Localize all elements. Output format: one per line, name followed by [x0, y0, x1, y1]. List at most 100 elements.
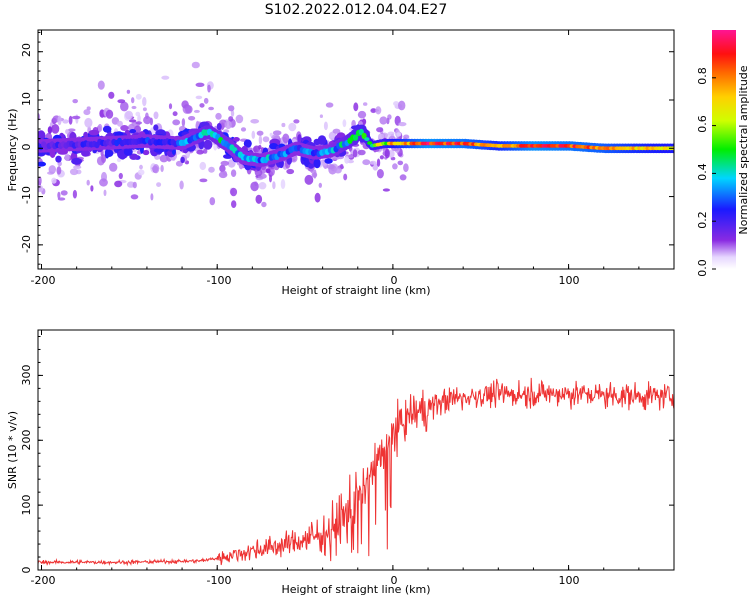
heatmap-noise-blob [137, 114, 141, 123]
heatmap-noise-blob [343, 173, 348, 181]
heatmap-blob [47, 126, 53, 134]
heatmap-noise-blob [379, 116, 388, 125]
heatmap-noise-blob [362, 159, 371, 166]
heatmap-noise-blob [188, 116, 196, 121]
heatmap-noise-blob [269, 174, 272, 183]
heatmap-blob [232, 137, 240, 142]
heatmap-noise-blob [235, 114, 244, 124]
heatmap-frame [37, 29, 675, 270]
snr-plot-area [38, 330, 674, 570]
heatmap-panel: -200 -100 0 100 -20 -10 0 10 20 Height o… [6, 29, 675, 297]
snr-xtick-label: 100 [559, 574, 580, 587]
heatmap-noise-blob [142, 107, 147, 112]
heatmap-noise-blob [83, 109, 91, 116]
heatmap-noise-blob [101, 154, 107, 164]
heatmap-noise-blob [255, 194, 263, 204]
heatmap-blob [123, 147, 133, 156]
heatmap-noise-blob [117, 99, 126, 104]
heatmap-noise-blob [272, 130, 282, 136]
heatmap-noise-blob [390, 156, 396, 161]
colorbar-tick-label: 0.6 [696, 115, 709, 133]
heatmap-noise-blob [213, 143, 218, 151]
heatmap-ytick-label: -20 [20, 235, 33, 253]
heatmap-blob [243, 139, 252, 148]
heatmap-noise-blob [135, 121, 142, 125]
heatmap-noise-blob [108, 91, 115, 99]
heatmap-noise-blob [282, 133, 290, 144]
heatmap-noise-blob [139, 164, 143, 170]
heatmap-noise-blob [161, 75, 170, 80]
heatmap-blob [269, 143, 279, 150]
heatmap-noise-blob [227, 159, 236, 168]
heatmap-noise-blob [256, 130, 264, 136]
heatmap-noise-blob [120, 125, 129, 131]
heatmap-noise-blob [344, 156, 350, 164]
heatmap-noise-blob [172, 119, 181, 126]
heatmap-noise-blob [215, 112, 222, 120]
heatmap-noise-blob [159, 154, 169, 163]
heatmap-noise-blob [240, 127, 247, 132]
heatmap-noise-blob [325, 102, 334, 108]
heatmap-noise-blob [353, 102, 359, 112]
heatmap-noise-blob [342, 119, 347, 128]
heatmap-blob [129, 129, 137, 134]
snr-xtick-label: -200 [31, 574, 56, 587]
heatmap-ytick-label: -10 [20, 186, 33, 204]
heatmap-noise-blob [118, 172, 123, 180]
heatmap-ytick-label: 10 [20, 92, 33, 106]
heatmap-noise-blob [269, 167, 275, 176]
snr-xtick-label: -100 [207, 574, 232, 587]
heatmap-noise-blob [228, 116, 234, 122]
heatmap-noise-blob [326, 164, 335, 170]
snr-ytick-label: 200 [20, 430, 33, 451]
heatmap-noise-blob [86, 179, 90, 186]
heatmap-noise-blob [57, 115, 62, 126]
heatmap-noise-blob [203, 148, 208, 154]
heatmap-noise-blob [376, 127, 384, 133]
heatmap-noise-blob [181, 118, 186, 127]
heatmap-noise-blob [209, 197, 216, 206]
heatmap-noise-blob [352, 149, 358, 158]
heatmap-noise-blob [99, 178, 108, 187]
heatmap-blob [324, 158, 333, 164]
heatmap-noise-blob [357, 149, 366, 156]
heatmap-noise-blob [116, 120, 123, 127]
heatmap-noise-blob [38, 176, 42, 185]
heatmap-noise-blob [319, 114, 323, 118]
heatmap-noise-blob [396, 132, 401, 137]
heatmap-blob [153, 148, 165, 153]
heatmap-noise-blob [392, 163, 398, 170]
heatmap-blob [83, 131, 89, 139]
heatmap-noise-blob [318, 182, 322, 188]
heatmap-noise-blob [48, 165, 56, 174]
colorbar: 0.0 0.2 0.4 0.6 0.8 Normalized spectral … [696, 30, 750, 277]
heatmap-blob [153, 124, 159, 131]
heatmap-noise-blob [172, 111, 178, 117]
heatmap-noise-blob [65, 129, 70, 135]
heatmap-noise-blob [131, 97, 135, 104]
figure-title: S102.2022.012.04.04.E27 [265, 2, 448, 18]
colorbar-label: Normalized spectral amplitude [737, 65, 750, 234]
snr-ylabel: SNR (10 * v/v) [6, 411, 19, 489]
heatmap-noise-blob [398, 100, 406, 111]
heatmap-noise-blob [262, 136, 270, 143]
snr-ytick-label: 0 [20, 567, 33, 574]
heatmap-blob [38, 161, 46, 167]
heatmap-noise-blob [135, 93, 142, 100]
heatmap-noise-blob [137, 169, 145, 176]
heatmap-noise-blob [340, 163, 344, 170]
heatmap-noise-blob [97, 80, 105, 90]
heatmap-ridge-cell [353, 134, 359, 141]
heatmap-noise-blob [372, 163, 379, 171]
heatmap-noise-blob [73, 165, 82, 169]
heatmap-noise-blob [258, 182, 267, 190]
colorbar-tick-label: 0.4 [696, 163, 709, 181]
heatmap-noise-blob [109, 162, 118, 172]
heatmap-noise-blob [375, 106, 382, 115]
heatmap-noise-blob [376, 158, 381, 167]
heatmap-xtick-label: 0 [391, 274, 398, 287]
heatmap-noise-blob [384, 148, 390, 159]
heatmap-noise-blob [196, 149, 204, 155]
heatmap-blob [265, 168, 271, 174]
heatmap-blob [55, 155, 62, 163]
